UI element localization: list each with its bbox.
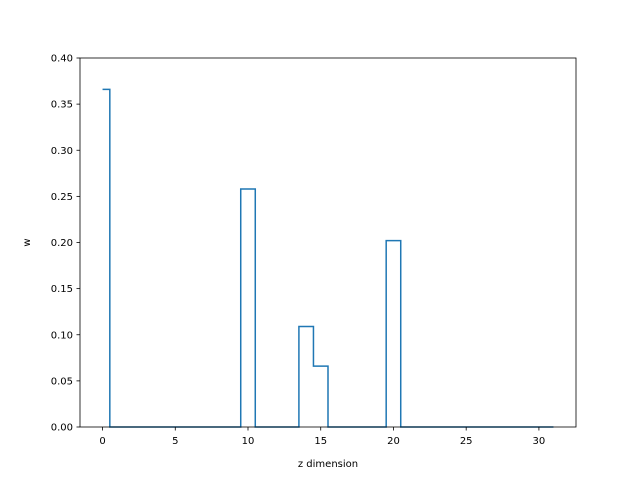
y-tick-label: 0.35 [51, 100, 73, 111]
y-tick-label: 0.10 [51, 330, 73, 341]
x-tick-label: 10 [242, 436, 255, 447]
y-tick-label: 0.00 [51, 423, 73, 434]
y-tick-label: 0.15 [51, 284, 73, 295]
y-tick-label: 0.20 [51, 238, 73, 249]
y-tick-label: 0.40 [51, 54, 73, 65]
x-tick-label: 0 [99, 436, 105, 447]
y-tick-label: 0.30 [51, 146, 73, 157]
x-tick-label: 5 [172, 436, 178, 447]
x-axis-label: z dimension [298, 459, 358, 470]
y-tick-label: 0.05 [51, 376, 73, 387]
x-tick-label: 30 [533, 436, 546, 447]
x-tick-label: 25 [460, 436, 473, 447]
axes-layer: 0 5 10 15 20 25 30 0.00 0.05 0.10 0.15 0.20 0.25 0.30… [51, 54, 577, 447]
y-axis-label: w [22, 238, 33, 246]
y-tick-label: 0.25 [51, 192, 73, 203]
x-tick-label: 20 [387, 436, 400, 447]
x-tick-label: 15 [314, 436, 327, 447]
